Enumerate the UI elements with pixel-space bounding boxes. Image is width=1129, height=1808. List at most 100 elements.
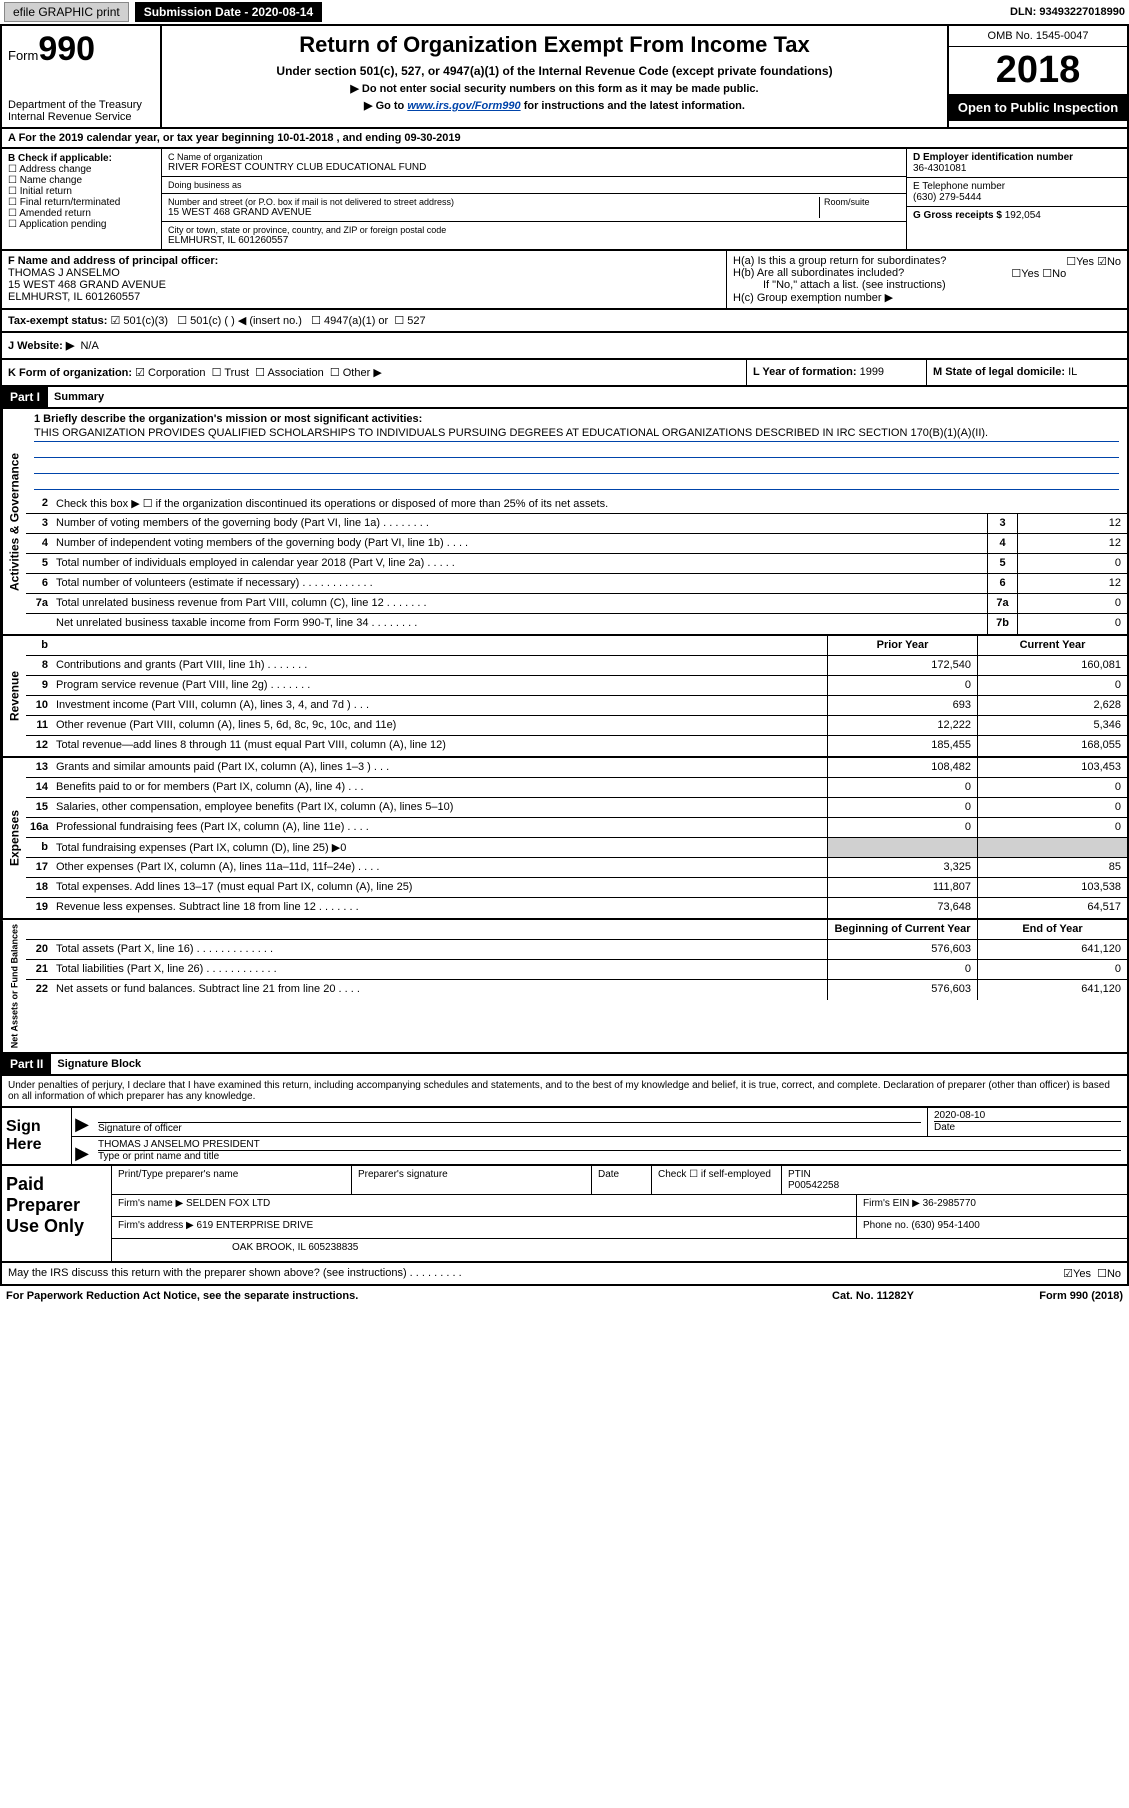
chk-final-return[interactable]: ☐ Final return/terminated bbox=[8, 197, 155, 208]
signature-label: Signature of officer bbox=[98, 1122, 921, 1134]
mission-question: 1 Briefly describe the organization's mi… bbox=[34, 413, 1119, 425]
ein-label: D Employer identification number bbox=[913, 152, 1121, 163]
hb-row: H(b) Are all subordinates included? ☐Yes… bbox=[733, 267, 1121, 279]
officer-name: THOMAS J ANSELMO bbox=[8, 267, 720, 279]
chk-amended[interactable]: ☐ Amended return bbox=[8, 208, 155, 219]
prep-name-label: Print/Type preparer's name bbox=[112, 1166, 352, 1194]
section-l: L Year of formation: 1999 bbox=[747, 360, 927, 385]
firm-addr-label: Firm's address ▶ bbox=[118, 1220, 194, 1231]
arrow-icon: ▶ bbox=[72, 1108, 92, 1136]
line-2: 2 Check this box ▶ ☐ if the organization… bbox=[26, 494, 1127, 514]
form-number-block: Form990 Department of the Treasury Inter… bbox=[2, 26, 162, 127]
discuss-yes[interactable]: Yes bbox=[1073, 1268, 1091, 1280]
prep-sig-label: Preparer's signature bbox=[352, 1166, 592, 1194]
section-m: M State of legal domicile: IL bbox=[927, 360, 1127, 385]
form-word: Form bbox=[8, 48, 38, 63]
table-row: 13Grants and similar amounts paid (Part … bbox=[26, 758, 1127, 778]
dept-treasury: Department of the Treasury bbox=[8, 99, 154, 111]
section-b: B Check if applicable: ☐ Address change … bbox=[2, 149, 162, 249]
table-row: 8Contributions and grants (Part VIII, li… bbox=[26, 656, 1127, 676]
dln: DLN: 93493227018990 bbox=[1010, 6, 1125, 18]
org-other[interactable]: Other ▶ bbox=[343, 367, 382, 379]
status-501c3[interactable]: 501(c)(3) bbox=[123, 315, 168, 327]
hb-note: If "No," attach a list. (see instruction… bbox=[733, 279, 1121, 291]
firm-phone: (630) 954-1400 bbox=[911, 1220, 979, 1231]
section-bcd: B Check if applicable: ☐ Address change … bbox=[0, 149, 1129, 251]
firm-label: Firm's name ▶ bbox=[118, 1198, 183, 1209]
sign-date-label: Date bbox=[934, 1121, 1121, 1133]
ein-value: 36-4301081 bbox=[913, 163, 1121, 174]
vert-governance: Activities & Governance bbox=[2, 409, 26, 634]
table-row: 14Benefits paid to or for members (Part … bbox=[26, 778, 1127, 798]
org-corp[interactable]: Corporation bbox=[148, 367, 205, 379]
irs-link[interactable]: www.irs.gov/Form990 bbox=[407, 100, 520, 112]
status-4947[interactable]: 4947(a)(1) or bbox=[324, 315, 388, 327]
city-label: City or town, state or province, country… bbox=[168, 225, 900, 235]
status-501c[interactable]: 501(c) ( ) ◀ (insert no.) bbox=[190, 315, 302, 327]
prep-selfemp[interactable]: Check ☐ if self-employed bbox=[652, 1166, 782, 1194]
row-j-website: J Website: ▶ N/A bbox=[0, 333, 1129, 360]
year-block: OMB No. 1545-0047 2018 Open to Public In… bbox=[947, 26, 1127, 127]
city-state-zip: ELMHURST, IL 601260557 bbox=[168, 235, 900, 246]
section-f: F Name and address of principal officer:… bbox=[2, 251, 727, 308]
table-row: 4Number of independent voting members of… bbox=[26, 534, 1127, 554]
sign-here-block: Sign Here ▶ Signature of officer 2020-08… bbox=[0, 1108, 1129, 1166]
org-assoc[interactable]: Association bbox=[267, 367, 323, 379]
firm-ein: 36-2985770 bbox=[923, 1198, 976, 1209]
discuss-no[interactable]: No bbox=[1107, 1268, 1121, 1280]
vert-revenue: Revenue bbox=[2, 636, 26, 756]
table-row: 15Salaries, other compensation, employee… bbox=[26, 798, 1127, 818]
preparer-block: Paid Preparer Use Only Print/Type prepar… bbox=[0, 1166, 1129, 1263]
row-klm: K Form of organization: ☑ Corporation ☐ … bbox=[0, 360, 1129, 387]
firm-addr1: 619 ENTERPRISE DRIVE bbox=[197, 1220, 314, 1231]
chk-app-pending[interactable]: ☐ Application pending bbox=[8, 219, 155, 230]
instructions-note: ▶ Go to www.irs.gov/Form990 for instruct… bbox=[170, 99, 939, 112]
table-row: 7aTotal unrelated business revenue from … bbox=[26, 594, 1127, 614]
table-row: 16aProfessional fundraising fees (Part I… bbox=[26, 818, 1127, 838]
chk-name-change[interactable]: ☐ Name change bbox=[8, 175, 155, 186]
section-fh: F Name and address of principal officer:… bbox=[0, 251, 1129, 310]
org-name-label: C Name of organization bbox=[168, 152, 900, 162]
status-527[interactable]: 527 bbox=[407, 315, 425, 327]
mission-text: THIS ORGANIZATION PROVIDES QUALIFIED SCH… bbox=[34, 425, 1119, 442]
preparer-title: Paid Preparer Use Only bbox=[2, 1166, 112, 1261]
officer-label: F Name and address of principal officer: bbox=[8, 255, 720, 267]
officer-name-label: Type or print name and title bbox=[98, 1150, 1121, 1162]
part2-header: Part II Signature Block bbox=[0, 1054, 1129, 1076]
officer-addr1: 15 WEST 468 GRAND AVENUE bbox=[8, 279, 720, 291]
row-a-tax-year: A For the 2019 calendar year, or tax yea… bbox=[0, 129, 1129, 149]
vert-netassets: Net Assets or Fund Balances bbox=[2, 920, 26, 1052]
sign-date: 2020-08-10 bbox=[934, 1110, 1121, 1121]
chk-address-change[interactable]: ☐ Address change bbox=[8, 164, 155, 175]
website-value: N/A bbox=[80, 340, 98, 352]
top-bar: efile GRAPHIC print Submission Date - 20… bbox=[0, 0, 1129, 26]
table-row: Net unrelated business taxable income fr… bbox=[26, 614, 1127, 634]
section-k: K Form of organization: ☑ Corporation ☐ … bbox=[2, 360, 747, 385]
efile-print-button[interactable]: efile GRAPHIC print bbox=[4, 2, 129, 22]
form-header: Form990 Department of the Treasury Inter… bbox=[0, 26, 1129, 129]
cat-no: Cat. No. 11282Y bbox=[773, 1290, 973, 1302]
firm-ein-label: Firm's EIN ▶ bbox=[863, 1198, 920, 1209]
org-name: RIVER FOREST COUNTRY CLUB EDUCATIONAL FU… bbox=[168, 162, 900, 173]
signature-declaration: Under penalties of perjury, I declare th… bbox=[0, 1076, 1129, 1108]
table-row: 22Net assets or fund balances. Subtract … bbox=[26, 980, 1127, 1000]
table-row: 6Total number of volunteers (estimate if… bbox=[26, 574, 1127, 594]
org-trust[interactable]: Trust bbox=[224, 367, 249, 379]
section-h: H(a) Is this a group return for subordin… bbox=[727, 251, 1127, 308]
firm-addr2: OAK BROOK, IL 605238835 bbox=[112, 1239, 1127, 1261]
submission-date-label: Submission Date - 2020-08-14 bbox=[135, 2, 322, 22]
gross-label: G Gross receipts $ bbox=[913, 210, 1002, 221]
table-row: 17Other expenses (Part IX, column (A), l… bbox=[26, 858, 1127, 878]
tax-status-row: Tax-exempt status: ☑ 501(c)(3) ☐ 501(c) … bbox=[0, 310, 1129, 333]
form-title-block: Return of Organization Exempt From Incom… bbox=[162, 26, 947, 127]
chk-initial-return[interactable]: ☐ Initial return bbox=[8, 186, 155, 197]
section-d: D Employer identification number 36-4301… bbox=[907, 149, 1127, 249]
table-row: 11Other revenue (Part VIII, column (A), … bbox=[26, 716, 1127, 736]
paperwork-notice: For Paperwork Reduction Act Notice, see … bbox=[6, 1290, 773, 1302]
gross-value: 192,054 bbox=[1005, 210, 1041, 221]
firm-phone-label: Phone no. bbox=[863, 1220, 909, 1231]
mission-block: 1 Briefly describe the organization's mi… bbox=[26, 409, 1127, 494]
ha-row: H(a) Is this a group return for subordin… bbox=[733, 255, 1121, 267]
ssn-note: ▶ Do not enter social security numbers o… bbox=[170, 82, 939, 95]
dba-label: Doing business as bbox=[168, 180, 900, 190]
